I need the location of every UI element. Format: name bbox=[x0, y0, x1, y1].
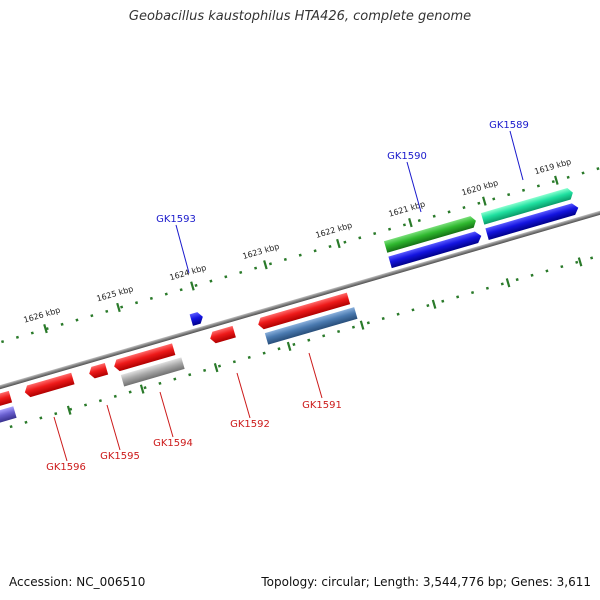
gene-label-gk1590[interactable]: GK1590 bbox=[387, 151, 427, 162]
leader-gk1595 bbox=[106, 404, 121, 451]
scale-label-1626: 1626 kbp bbox=[23, 306, 62, 325]
map-title: Geobacillus kaustophilus HTA426, complet… bbox=[128, 9, 472, 24]
upper-major-ticks bbox=[43, 175, 559, 334]
gene-label-gk1591[interactable]: GK1591 bbox=[302, 400, 342, 411]
gene-gk1590-green[interactable] bbox=[383, 215, 478, 253]
scale-label-1619: 1619 kbp bbox=[533, 157, 572, 176]
leader-gk1593 bbox=[175, 224, 190, 274]
gene-gk1593-blue[interactable] bbox=[189, 311, 205, 326]
scale-label-1623: 1623 kbp bbox=[242, 242, 281, 261]
leader-gk1591 bbox=[308, 352, 323, 399]
gene-label-gk1596[interactable]: GK1596 bbox=[46, 462, 86, 473]
lower-major-ticks bbox=[66, 257, 583, 415]
gene-gk1589-teal[interactable] bbox=[480, 187, 575, 225]
gene-label-gk1592[interactable]: GK1592 bbox=[230, 419, 270, 430]
gene-gk1589-blue[interactable] bbox=[485, 202, 580, 240]
lower-scale-line bbox=[0, 198, 600, 481]
gene-gk1592-red[interactable] bbox=[209, 325, 236, 344]
leader-gk1590 bbox=[406, 161, 422, 213]
genome-summary-text: Topology: circular; Length: 3,544,776 bp… bbox=[261, 575, 591, 589]
leader-gk1596 bbox=[53, 416, 68, 462]
gene-left-red[interactable] bbox=[0, 390, 13, 408]
gene-gk1596-red[interactable] bbox=[23, 372, 75, 398]
gene-gk1595-red[interactable] bbox=[88, 362, 109, 380]
leader-gk1589 bbox=[509, 130, 524, 181]
gene-gk1591-steel[interactable] bbox=[264, 307, 358, 345]
scale-label-1622: 1622 kbp bbox=[315, 221, 354, 240]
gene-left-purple[interactable] bbox=[0, 406, 17, 424]
gene-gk1594-grey[interactable] bbox=[120, 357, 185, 387]
scale-label-1620: 1620 kbp bbox=[460, 178, 499, 197]
genome-backbone bbox=[0, 158, 600, 442]
upper-scale-line bbox=[0, 118, 600, 400]
scale-label-1624: 1624 kbp bbox=[169, 263, 208, 282]
scale-label-1625: 1625 kbp bbox=[96, 284, 135, 303]
gene-label-gk1593[interactable]: GK1593 bbox=[156, 214, 196, 225]
gene-label-gk1589[interactable]: GK1589 bbox=[489, 120, 529, 131]
gene-gk1594-red[interactable] bbox=[112, 343, 176, 372]
leader-gk1592 bbox=[236, 372, 251, 419]
gene-label-gk1595[interactable]: GK1595 bbox=[100, 451, 140, 462]
leader-gk1594 bbox=[159, 391, 174, 438]
gene-gk1590-blue[interactable] bbox=[388, 230, 483, 269]
accession-text: Accession: NC_006510 bbox=[9, 575, 146, 589]
gene-label-gk1594[interactable]: GK1594 bbox=[153, 438, 193, 449]
gene-gk1591-red[interactable] bbox=[257, 292, 351, 331]
